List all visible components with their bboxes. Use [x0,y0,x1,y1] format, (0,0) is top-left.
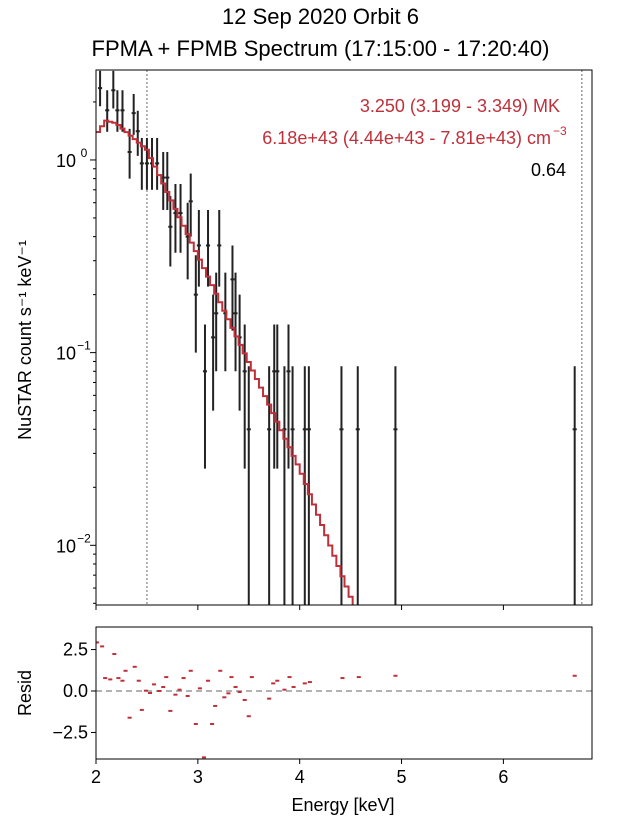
x-tick-label: 4 [295,767,305,787]
emission-measure-annotation: 6.18e+43 (4.44e+43 - 7.81e+43) cm [262,128,551,148]
data-points [98,70,577,605]
main-axes-frame [95,69,593,606]
residual-axes: 2 3 4 5 6 2.5 0.0 −2.5 [52,626,593,787]
y-tick-label: 0.0 [63,681,88,701]
y-tick-exponent: −1 [77,339,91,353]
x-tick-label: 6 [498,767,508,787]
statistic-annotation: 0.64 [531,160,566,180]
y-tick-exponent: 0 [81,146,88,160]
x-axis-label: Energy [keV] [291,795,394,815]
x-tick-label: 5 [397,767,407,787]
temperature-annotation: 3.250 (3.199 - 3.349) MK [360,96,560,116]
model-group [96,119,354,605]
y-tick-label: 2.5 [63,640,88,660]
y-tick-label: 10 [56,344,76,364]
y-tick-label: 10 [56,151,76,171]
resid-axes-frame [95,626,593,760]
emission-measure-exponent: −3 [553,124,567,138]
x-tick-label: 2 [91,767,101,787]
residual-points [96,641,577,759]
y-axis-label: NuSTAR count s⁻¹ keV⁻¹ [15,240,35,440]
resid-y-axis-label: Resid [15,670,35,716]
y-tick-label: 10 [56,536,76,556]
chart-title-line1: 12 Sep 2020 Orbit 6 [222,4,419,29]
model-curve [96,119,354,605]
x-tick-label: 3 [193,767,203,787]
y-tick-exponent: −2 [77,531,91,545]
y-tick-label: −2.5 [52,722,88,742]
chart-title-line2: FPMA + FPMB Spectrum (17:15:00 - 17:20:4… [91,36,550,61]
